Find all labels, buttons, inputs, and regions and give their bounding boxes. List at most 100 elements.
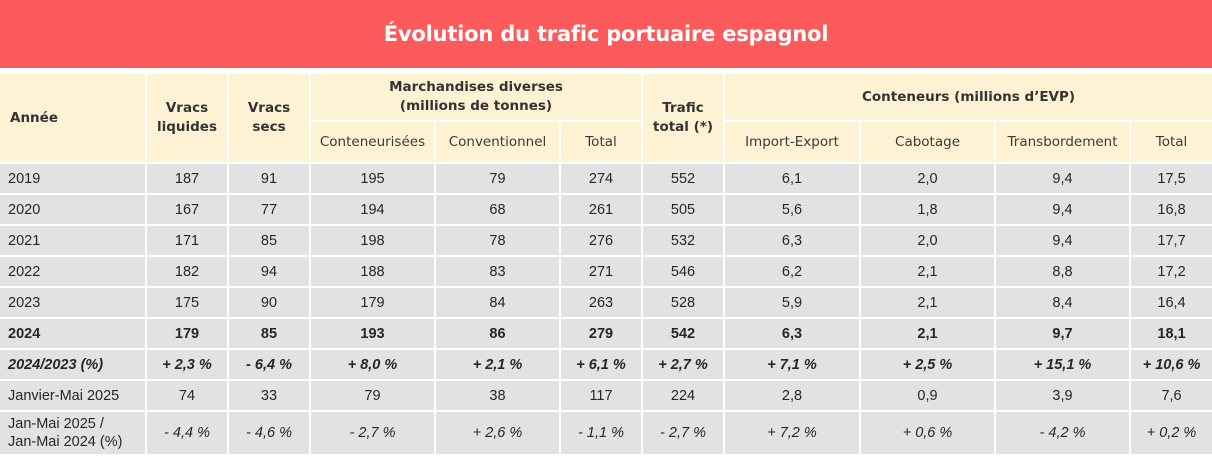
cell-import-export: 6,3 [725, 319, 860, 348]
cell-conventionnel: 84 [436, 288, 559, 317]
cell-cabotage: 2,0 [861, 226, 995, 255]
cell-vracs-liquides: 187 [147, 164, 227, 193]
header-vracs-secs: Vracs secs [229, 74, 309, 162]
row-label: 2022 [0, 257, 145, 286]
table-row-variation-jan-mai: Jan-Mai 2025 / Jan-Mai 2024 (%) - 4,4 % -… [0, 412, 1212, 454]
cell-conventionnel: 79 [436, 164, 559, 193]
header-conteneurs: Conteneurs (millions d’EVP) [725, 74, 1212, 120]
cell-trafic-total: 542 [643, 319, 724, 348]
header-cont-total: Total [1131, 122, 1212, 162]
header-annee: Année [0, 74, 145, 162]
table-row-2021: 2021 171 85 198 78 276 532 6,3 2,0 9,4 1… [0, 226, 1212, 255]
cell-vracs-secs: 85 [229, 319, 309, 348]
row-label-line1: Jan-Mai 2025 / [8, 416, 104, 432]
table-row-janvier-mai-2025: Janvier-Mai 2025 74 33 79 38 117 224 2,8… [0, 381, 1212, 410]
table-title-text: Évolution du trafic portuaire espagnol [383, 22, 829, 46]
table-row-2020: 2020 167 77 194 68 261 505 5,6 1,8 9,4 1… [0, 195, 1212, 224]
cell-import-export: 6,3 [725, 226, 860, 255]
header-vracs-secs-line2: secs [252, 119, 286, 135]
cell-cabotage: 2,0 [861, 164, 995, 193]
cell-md-total: 279 [561, 319, 642, 348]
row-label: Jan-Mai 2025 / Jan-Mai 2024 (%) [0, 412, 145, 454]
cell-import-export: + 7,1 % [725, 350, 860, 379]
cell-md-total: 263 [561, 288, 642, 317]
cell-vracs-secs: 91 [229, 164, 309, 193]
cell-transbordement: - 4,2 % [996, 412, 1130, 454]
cell-import-export: 5,9 [725, 288, 860, 317]
cell-conteneurisees: 79 [311, 381, 434, 410]
cell-conteneurisees: 194 [311, 195, 434, 224]
cell-trafic-total: + 2,7 % [643, 350, 724, 379]
cell-vracs-liquides: 171 [147, 226, 227, 255]
cell-import-export: + 7,2 % [725, 412, 860, 454]
header-trafic-total-line2: total (*) [653, 119, 714, 135]
cell-cabotage: 2,1 [861, 288, 995, 317]
cell-vracs-secs: - 6,4 % [229, 350, 309, 379]
cell-conteneurisees: 198 [311, 226, 434, 255]
cell-cont-total: 16,4 [1131, 288, 1212, 317]
cell-conteneurisees: 193 [311, 319, 434, 348]
cell-import-export: 5,6 [725, 195, 860, 224]
cell-vracs-secs: 94 [229, 257, 309, 286]
cell-md-total: 271 [561, 257, 642, 286]
row-label: Janvier-Mai 2025 [0, 381, 145, 410]
cell-cabotage: + 2,5 % [861, 350, 995, 379]
header-import-export: Import-Export [725, 122, 860, 162]
cell-conteneurisees: 195 [311, 164, 434, 193]
row-label: 2021 [0, 226, 145, 255]
cell-transbordement: 9,4 [996, 164, 1130, 193]
cell-transbordement: 8,4 [996, 288, 1130, 317]
cell-trafic-total: 552 [643, 164, 724, 193]
cell-transbordement: 3,9 [996, 381, 1130, 410]
row-label: 2023 [0, 288, 145, 317]
cell-transbordement: 9,4 [996, 226, 1130, 255]
header-trafic-total-line1: Trafic [662, 100, 704, 116]
header-vracs-secs-line1: Vracs [247, 100, 291, 116]
cell-cont-total: 7,6 [1131, 381, 1212, 410]
row-label: 2020 [0, 195, 145, 224]
cell-conventionnel: 78 [436, 226, 559, 255]
cell-cabotage: 2,1 [861, 319, 995, 348]
cell-conventionnel: 38 [436, 381, 559, 410]
cell-cont-total: + 0,2 % [1131, 412, 1212, 454]
cell-vracs-secs: 77 [229, 195, 309, 224]
cell-conventionnel: + 2,1 % [436, 350, 559, 379]
cell-conteneurisees: - 2,7 % [311, 412, 434, 454]
cell-conventionnel: + 2,6 % [436, 412, 559, 454]
cell-conteneurisees: 179 [311, 288, 434, 317]
header-vracs-liquides: Vracs liquides [147, 74, 227, 162]
cell-vracs-liquides: - 4,4 % [147, 412, 227, 454]
header-marchandises-diverses: Marchandises diverses (millions de tonnes… [311, 74, 642, 120]
header-vracs-liquides-line1: Vracs [165, 100, 209, 116]
cell-md-total: 261 [561, 195, 642, 224]
cell-cabotage: 1,8 [861, 195, 995, 224]
row-label: 2024 [0, 319, 145, 348]
cell-import-export: 6,2 [725, 257, 860, 286]
table-row-2022: 2022 182 94 188 83 271 546 6,2 2,1 8,8 1… [0, 257, 1212, 286]
cell-cabotage: 2,1 [861, 257, 995, 286]
header-trafic-total: Trafic total (*) [643, 74, 724, 162]
row-label-line2: Jan-Mai 2024 (%) [8, 434, 123, 450]
cell-cont-total: + 10,6 % [1131, 350, 1212, 379]
cell-trafic-total: 224 [643, 381, 724, 410]
cell-trafic-total: 546 [643, 257, 724, 286]
header-vracs-liquides-line2: liquides [156, 119, 217, 135]
cell-conventionnel: 83 [436, 257, 559, 286]
cell-vracs-secs: - 4,6 % [229, 412, 309, 454]
header-conventionnel: Conventionnel [436, 122, 559, 162]
cell-conteneurisees: 188 [311, 257, 434, 286]
cell-trafic-total: 528 [643, 288, 724, 317]
cell-vracs-liquides: 179 [147, 319, 227, 348]
cell-cabotage: 0,9 [861, 381, 995, 410]
cell-cont-total: 17,7 [1131, 226, 1212, 255]
row-label: 2024/2023 (%) [0, 350, 145, 379]
cell-md-total: 274 [561, 164, 642, 193]
cell-transbordement: 9,7 [996, 319, 1130, 348]
cell-transbordement: + 15,1 % [996, 350, 1130, 379]
cell-vracs-secs: 33 [229, 381, 309, 410]
cell-vracs-liquides: 175 [147, 288, 227, 317]
cell-conventionnel: 68 [436, 195, 559, 224]
cell-trafic-total: - 2,7 % [643, 412, 724, 454]
cell-conteneurisees: + 8,0 % [311, 350, 434, 379]
cell-trafic-total: 532 [643, 226, 724, 255]
